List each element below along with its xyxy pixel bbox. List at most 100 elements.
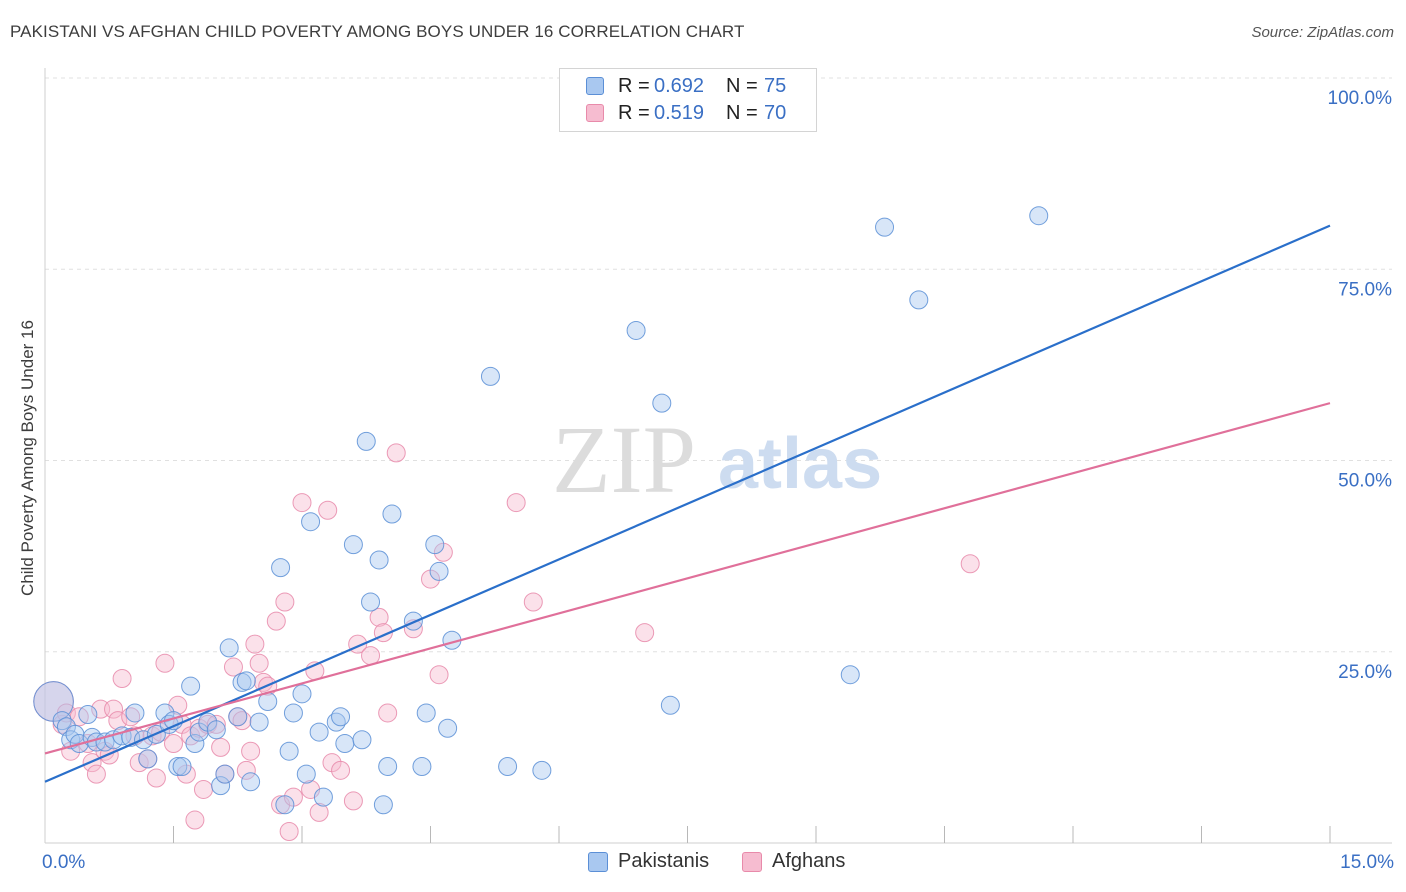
- afghans-point: [275, 592, 295, 612]
- correlation-legend: R = 0.692 N = 75 R = 0.519 N = 70: [559, 68, 817, 132]
- pakistanis-point: [480, 366, 500, 386]
- afghans-point: [292, 493, 312, 513]
- afghans-point: [343, 791, 363, 811]
- legend-item-afghans[interactable]: Afghans: [742, 850, 845, 873]
- pakistanis-point: [382, 504, 402, 524]
- pakistanis-trend-line: [44, 224, 1331, 783]
- pakistanis-point: [313, 787, 333, 807]
- afghans-point: [361, 646, 381, 666]
- pakistanis-point: [211, 776, 231, 796]
- pakistanis-point: [283, 703, 303, 723]
- afghans-point: [185, 810, 205, 830]
- n-label: N =: [726, 74, 758, 97]
- watermark-atlas: atlas: [718, 424, 882, 504]
- afghans-point: [155, 653, 175, 673]
- pakistanis-point: [840, 665, 860, 685]
- x-tick-min: 0.0%: [42, 852, 86, 873]
- afghans-trend-line: [44, 402, 1331, 755]
- r-value: 0.692: [654, 74, 705, 97]
- afghans-point: [104, 699, 124, 719]
- pakistanis-point: [228, 707, 248, 727]
- afghans-point: [211, 737, 231, 757]
- legend-row-afghans: R = 0.519 N = 70: [586, 100, 786, 126]
- pakistanis-point: [425, 535, 445, 555]
- n-value: 75: [764, 74, 787, 97]
- r-label: R =: [618, 74, 650, 97]
- afghans-point: [86, 764, 106, 784]
- pakistanis-point: [660, 695, 680, 715]
- pakistanis-point: [236, 671, 256, 691]
- afghans-point: [960, 554, 980, 574]
- afghans-point: [223, 657, 243, 677]
- pakistanis-point: [275, 795, 295, 815]
- afghans-point: [266, 611, 286, 631]
- legend-label-pakistanis: Pakistanis: [618, 850, 710, 872]
- pakistanis-point: [438, 718, 458, 738]
- y-tick-label: 75.0%: [1338, 279, 1392, 300]
- n-value: 70: [764, 101, 787, 124]
- pakistanis-swatch: [588, 851, 608, 872]
- pakistanis-point: [241, 772, 261, 792]
- x-tick-max: 15.0%: [1340, 852, 1394, 873]
- afghans-point: [236, 760, 256, 780]
- pakistanis-point: [309, 722, 329, 742]
- afghans-point: [506, 493, 526, 513]
- afghans-point: [279, 822, 299, 842]
- pakistanis-point: [652, 393, 672, 413]
- pakistanis-point: [403, 611, 423, 631]
- afghans-point: [378, 703, 398, 723]
- pakistanis-point: [352, 730, 372, 750]
- pakistanis-point: [429, 561, 449, 581]
- afghans-point: [164, 734, 183, 754]
- afghans-point: [429, 665, 449, 685]
- pakistanis-point: [909, 290, 929, 310]
- afghans-point: [146, 768, 166, 788]
- pakistanis-point: [215, 764, 235, 784]
- pakistanis-point: [361, 592, 381, 612]
- pakistanis-point: [373, 795, 393, 815]
- pakistanis-point: [168, 757, 188, 776]
- legend-label-afghans: Afghans: [772, 850, 846, 872]
- afghans-point: [193, 779, 213, 799]
- series-legend: Pakistanis Afghans: [0, 850, 1406, 878]
- legend-item-pakistanis[interactable]: Pakistanis: [588, 850, 709, 873]
- trend-lines: [44, 224, 1331, 783]
- afghans-point: [309, 802, 329, 822]
- afghans-point: [386, 443, 406, 463]
- afghans-point: [82, 753, 102, 773]
- pakistanis-point: [412, 757, 432, 776]
- pakistanis-point: [343, 535, 363, 555]
- pakistanis-point: [185, 734, 205, 754]
- pakistanis-point: [416, 703, 436, 723]
- afghans-point: [318, 500, 338, 520]
- watermark-zip: ZIP: [552, 406, 696, 513]
- pakistanis-point: [78, 704, 98, 724]
- pakistanis-swatch: [586, 77, 604, 95]
- pakistanis-point: [356, 431, 376, 451]
- watermark: ZIP atlas: [552, 406, 882, 513]
- chart-title: PAKISTANI VS AFGHAN CHILD POVERTY AMONG …: [10, 22, 745, 41]
- axes: [44, 68, 1392, 844]
- pakistanis-point: [292, 684, 312, 704]
- pakistanis-point: [206, 720, 226, 740]
- pakistanis-point: [279, 741, 299, 761]
- afghans-point: [108, 711, 128, 731]
- pakistanis-point: [271, 558, 291, 578]
- pakistanis-point: [125, 703, 145, 723]
- afghans-point: [331, 760, 351, 780]
- afghans-point: [635, 623, 655, 643]
- pakistanis-point: [181, 676, 201, 696]
- r-label: R =: [618, 101, 650, 124]
- pakistanis-point: [498, 757, 518, 776]
- afghans-swatch: [742, 851, 762, 872]
- afghans-point: [245, 634, 265, 654]
- afghans-point: [523, 592, 543, 612]
- pakistanis-points: [33, 206, 1049, 815]
- pakistanis-point: [532, 760, 552, 780]
- pakistanis-point: [138, 749, 158, 769]
- n-label: N =: [726, 101, 758, 124]
- pakistanis-point: [219, 638, 239, 658]
- y-tick-labels: 25.0% 50.0% 75.0% 100.0%: [1328, 88, 1393, 683]
- source-label: Source: ZipAtlas.com: [1251, 24, 1394, 41]
- pakistanis-point: [296, 764, 316, 784]
